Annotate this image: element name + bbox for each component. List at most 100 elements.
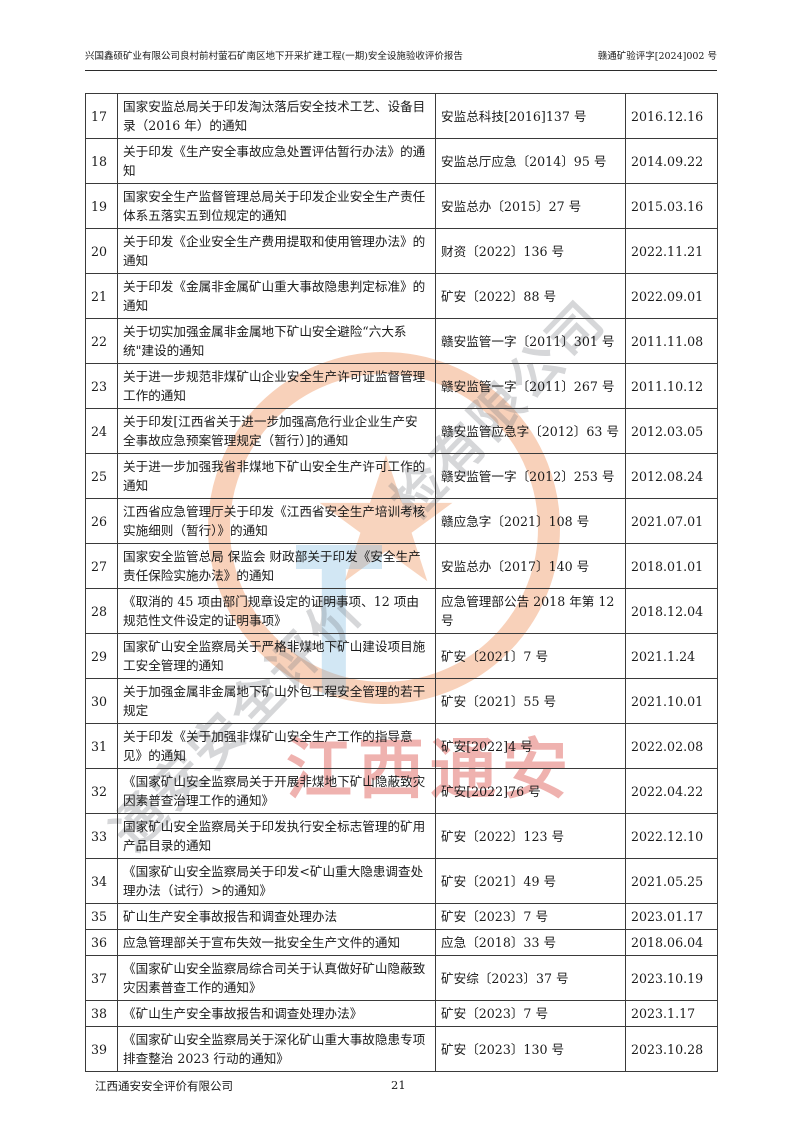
row-docno: 赣应急字〔2021〕108 号 <box>435 498 626 544</box>
row-number: 29 <box>85 633 118 679</box>
row-number: 31 <box>85 723 118 769</box>
row-number: 23 <box>85 363 118 409</box>
table-row: 23 关于进一步规范非煤矿山企业安全生产许可证监督管理工作的通知 赣安监管一字〔… <box>85 363 718 409</box>
row-docno: 矿安〔2023〕7 号 <box>435 1000 626 1027</box>
row-date: 2022.04.22 <box>625 768 718 814</box>
row-title: 关于进一步加强我省非煤地下矿山安全生产许可工作的通知 <box>117 453 436 499</box>
row-title: 国家安监总局关于印发淘汰落后安全技术工艺、设备目录（2016 年）的通知 <box>117 93 436 139</box>
row-number: 34 <box>85 858 118 904</box>
table-row: 22 关于切实加强金属非金属地下矿山安全避险“六大系统"建设的通知 赣安监管一字… <box>85 318 718 364</box>
row-date: 2011.10.12 <box>625 363 718 409</box>
row-title: 《矿山生产安全事故报告和调查处理办法》 <box>117 1000 436 1027</box>
row-date: 2012.03.05 <box>625 408 718 454</box>
row-docno: 赣安监管一字〔2012〕253 号 <box>435 453 626 499</box>
row-number: 36 <box>85 929 118 956</box>
row-number: 24 <box>85 408 118 454</box>
row-docno: 矿安〔2021〕7 号 <box>435 633 626 679</box>
row-title: 关于印发[江西省关于进一步加强高危行业企业生产安全事故应急预案管理规定（暂行）]… <box>117 408 436 454</box>
regulations-table: 17 国家安监总局关于印发淘汰落后安全技术工艺、设备目录（2016 年）的通知 … <box>85 93 718 1072</box>
row-title: 关于进一步规范非煤矿山企业安全生产许可证监督管理工作的通知 <box>117 363 436 409</box>
table-row: 24 关于印发[江西省关于进一步加强高危行业企业生产安全事故应急预案管理规定（暂… <box>85 408 718 454</box>
regulations-table-body: 17 国家安监总局关于印发淘汰落后安全技术工艺、设备目录（2016 年）的通知 … <box>85 93 718 1072</box>
row-title: 《国家矿山安全监察局关于印发<矿山重大隐患调查处理办法（试行）>的通知》 <box>117 858 436 904</box>
header-rule <box>85 70 717 71</box>
row-date: 2023.1.17 <box>625 1000 718 1027</box>
row-date: 2022.09.01 <box>625 273 718 319</box>
row-date: 2022.11.21 <box>625 228 718 274</box>
row-title: 国家安全监管总局 保监会 财政部关于印发《安全生产责任保险实施办法》的通知 <box>117 543 436 589</box>
row-date: 2018.12.04 <box>625 588 718 634</box>
table-row: 18 关于印发《生产安全事故应急处置评估暂行办法》的通知 安监总厅应急〔2014… <box>85 138 718 184</box>
row-date: 2021.07.01 <box>625 498 718 544</box>
row-title: 矿山生产安全事故报告和调查处理办法 <box>117 903 436 930</box>
row-number: 18 <box>85 138 118 184</box>
row-title: 《国家矿山安全监察局综合司关于认真做好矿山隐蔽致灾因素普查工作的通知》 <box>117 955 436 1001</box>
row-title: 《国家矿山安全监察局关于深化矿山重大事故隐患专项排查整治 2023 行动的通知》 <box>117 1026 436 1072</box>
running-header-title: 兴国鑫硕矿业有限公司良村前村萤石矿南区地下开采扩建工程(一期)安全设施验收评价报… <box>85 51 463 62</box>
row-title: 关于印发《生产安全事故应急处置评估暂行办法》的通知 <box>117 138 436 184</box>
table-row: 20 关于印发《企业安全生产费用提取和使用管理办法》的通知 财资〔2022〕13… <box>85 228 718 274</box>
row-title: 国家安全生产监督管理总局关于印发企业安全生产责任体系五落实五到位规定的通知 <box>117 183 436 229</box>
row-docno: 矿安〔2023〕7 号 <box>435 903 626 930</box>
row-docno: 赣安监管一字〔2011〕267 号 <box>435 363 626 409</box>
row-number: 28 <box>85 588 118 634</box>
row-docno: 矿安〔2022〕88 号 <box>435 273 626 319</box>
row-number: 30 <box>85 678 118 724</box>
row-date: 2012.08.24 <box>625 453 718 499</box>
row-number: 22 <box>85 318 118 364</box>
table-row: 32 《国家矿山安全监察局关于开展非煤地下矿山隐蔽致灾因素普查治理工作的通知》 … <box>85 768 718 814</box>
row-date: 2018.06.04 <box>625 929 718 956</box>
row-docno: 安监总办〔2015〕27 号 <box>435 183 626 229</box>
row-date: 2015.03.16 <box>625 183 718 229</box>
table-row: 35 矿山生产安全事故报告和调查处理办法 矿安〔2023〕7 号 2023.01… <box>85 903 718 930</box>
table-row: 25 关于进一步加强我省非煤地下矿山安全生产许可工作的通知 赣安监管一字〔201… <box>85 453 718 499</box>
row-number: 33 <box>85 813 118 859</box>
row-number: 39 <box>85 1026 118 1072</box>
table-row: 21 关于印发《金属非金属矿山重大事故隐患判定标准》的通知 矿安〔2022〕88… <box>85 273 718 319</box>
row-number: 38 <box>85 1000 118 1027</box>
table-row: 19 国家安全生产监督管理总局关于印发企业安全生产责任体系五落实五到位规定的通知… <box>85 183 718 229</box>
row-date: 2021.05.25 <box>625 858 718 904</box>
footer-page-number: 21 <box>391 1078 406 1092</box>
row-title: 关于加强金属非金属地下矿山外包工程安全管理的若干规定 <box>117 678 436 724</box>
row-date: 2016.12.16 <box>625 93 718 139</box>
row-title: 国家矿山安全监察局关于严格非煤地下矿山建设项目施工安全管理的通知 <box>117 633 436 679</box>
row-docno: 矿安〔2023〕130 号 <box>435 1026 626 1072</box>
row-number: 17 <box>85 93 118 139</box>
table-row: 28 《取消的 45 项由部门规章设定的证明事项、12 项由规范性文件设定的证明… <box>85 588 718 634</box>
row-date: 2018.01.01 <box>625 543 718 589</box>
row-date: 2022.02.08 <box>625 723 718 769</box>
row-number: 27 <box>85 543 118 589</box>
row-docno: 应急〔2018〕33 号 <box>435 929 626 956</box>
row-number: 32 <box>85 768 118 814</box>
row-date: 2022.12.10 <box>625 813 718 859</box>
table-row: 39 《国家矿山安全监察局关于深化矿山重大事故隐患专项排查整治 2023 行动的… <box>85 1026 718 1072</box>
row-date: 2021.1.24 <box>625 633 718 679</box>
row-docno: 矿安〔2022〕123 号 <box>435 813 626 859</box>
row-date: 2023.10.19 <box>625 955 718 1001</box>
row-title: 《取消的 45 项由部门规章设定的证明事项、12 项由规范性文件设定的证明事项》 <box>117 588 436 634</box>
table-row: 29 国家矿山安全监察局关于严格非煤地下矿山建设项目施工安全管理的通知 矿安〔2… <box>85 633 718 679</box>
row-number: 37 <box>85 955 118 1001</box>
row-docno: 矿安[2022]4 号 <box>435 723 626 769</box>
table-row: 37 《国家矿山安全监察局综合司关于认真做好矿山隐蔽致灾因素普查工作的通知》 矿… <box>85 955 718 1001</box>
row-title: 应急管理部关于宣布失效一批安全生产文件的通知 <box>117 929 436 956</box>
row-title: 关于印发《企业安全生产费用提取和使用管理办法》的通知 <box>117 228 436 274</box>
row-docno: 赣安监管一字〔2011〕301 号 <box>435 318 626 364</box>
row-title: 关于切实加强金属非金属地下矿山安全避险“六大系统"建设的通知 <box>117 318 436 364</box>
row-number: 35 <box>85 903 118 930</box>
table-row: 36 应急管理部关于宣布失效一批安全生产文件的通知 应急〔2018〕33 号 2… <box>85 929 718 956</box>
row-title: 江西省应急管理厅关于印发《江西省安全生产培训考核实施细则（暂行）》的通知 <box>117 498 436 544</box>
table-row: 38 《矿山生产安全事故报告和调查处理办法》 矿安〔2023〕7 号 2023.… <box>85 1000 718 1027</box>
row-title: 关于印发《关于加强非煤矿山安全生产工作的指导意见》的通知 <box>117 723 436 769</box>
table-row: 34 《国家矿山安全监察局关于印发<矿山重大隐患调查处理办法（试行）>的通知》 … <box>85 858 718 904</box>
row-docno: 安监总科技[2016]137 号 <box>435 93 626 139</box>
row-number: 21 <box>85 273 118 319</box>
running-header-docnumber: 赣通矿验评字[2024]002 号 <box>597 51 717 62</box>
row-docno: 应急管理部公告 2018 年第 12 号 <box>435 588 626 634</box>
running-header: 兴国鑫硕矿业有限公司良村前村萤石矿南区地下开采扩建工程(一期)安全设施验收评价报… <box>85 50 717 64</box>
row-docno: 矿安〔2021〕49 号 <box>435 858 626 904</box>
row-number: 19 <box>85 183 118 229</box>
row-number: 20 <box>85 228 118 274</box>
